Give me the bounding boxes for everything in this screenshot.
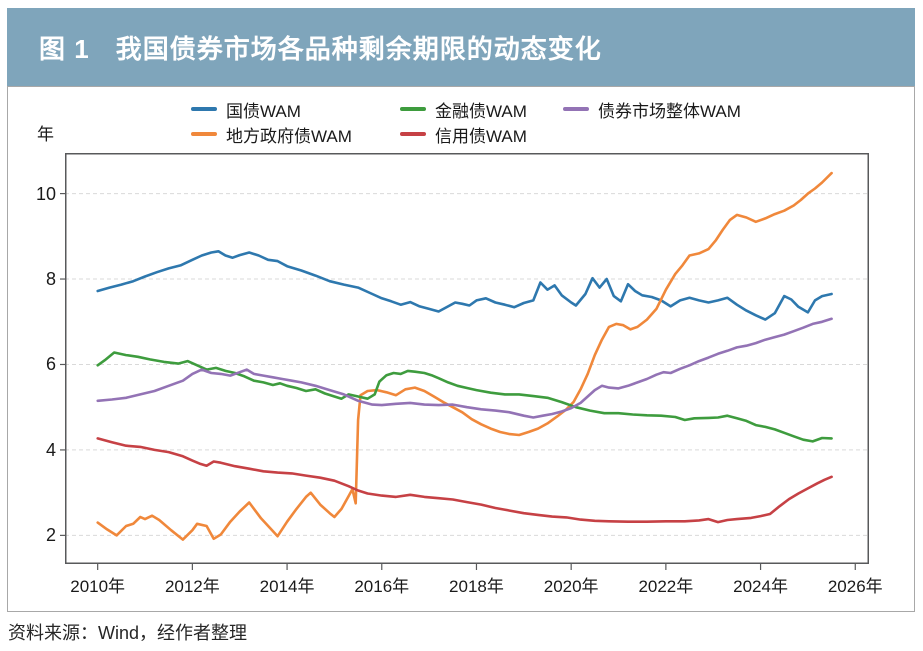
- legend-label: 债券市场整体WAM: [598, 101, 741, 121]
- legend-swatch-icon: [563, 107, 589, 111]
- legend-column-2: 金融债WAM 信用债WAM: [400, 98, 563, 146]
- y-tick-label-4: 4: [45, 439, 56, 460]
- x-tick-label-2024: 2024年: [733, 577, 788, 596]
- legend-column-1: 国债WAM 地方政府债WAM: [191, 98, 400, 146]
- figure-title-bar: 图 1 我国债券市场各品种剩余期限的动态变化: [7, 8, 915, 86]
- chart-panel: 国债WAM 地方政府债WAM 金融债WAM 信用债WAM 债券市场整体WAM 年 2 4 6…: [7, 86, 915, 612]
- x-tick-label-2014: 2014年: [259, 577, 315, 596]
- x-tick-label-2026: 2026年: [827, 577, 883, 596]
- figure-title: 我国债券市场各品种剩余期限的动态变化: [115, 33, 602, 64]
- figure-number-label: 图 1: [39, 33, 90, 64]
- x-tick-label-2020: 2020年: [543, 577, 599, 596]
- plot-area: 2 4 6 8 10 2010年 2012年 2014年 2016年 2018年 2020年 2022…: [8, 87, 914, 611]
- legend-item-金融债WAM: 金融债WAM: [400, 98, 563, 121]
- legend-label: 信用债WAM: [435, 126, 527, 146]
- legend-item-信用债WAM: 信用债WAM: [400, 123, 563, 146]
- legend-item-债券市场整体WAM: 债券市场整体WAM: [563, 98, 741, 121]
- legend-swatch-icon: [400, 132, 426, 136]
- legend-item-国债WAM: 国债WAM: [191, 98, 400, 121]
- legend-column-3: 债券市场整体WAM: [563, 98, 741, 145]
- legend-swatch-icon: [191, 132, 217, 136]
- series-line-1: [96, 171, 833, 541]
- legend-swatch-icon: [400, 107, 426, 111]
- chart-legend: 国债WAM 地方政府债WAM 金融债WAM 信用债WAM 债券市场整体WAM: [191, 98, 741, 146]
- legend-label: 地方政府债WAM: [226, 126, 352, 146]
- series-line-0: [96, 250, 833, 321]
- x-tick-label-2022: 2022年: [638, 577, 694, 596]
- legend-swatch-icon: [191, 107, 217, 111]
- legend-label: 金融债WAM: [435, 101, 527, 121]
- legend-item-地方政府债WAM: 地方政府债WAM: [191, 123, 400, 146]
- series-line-4: [96, 317, 833, 419]
- x-tick-label-2016: 2016年: [354, 577, 410, 596]
- legend-label: 国债WAM: [226, 101, 301, 121]
- source-note: 资料来源：Wind，经作者整理: [8, 623, 248, 643]
- x-tick-label-2018: 2018年: [449, 577, 504, 596]
- line-chart: [60, 153, 869, 570]
- plot-border: [65, 153, 869, 564]
- y-axis-unit-label: 年: [37, 125, 54, 144]
- y-tick-label-10: 10: [35, 183, 56, 204]
- series-line-3: [96, 437, 833, 524]
- y-tick-label-8: 8: [45, 269, 56, 290]
- series-line-2: [96, 351, 833, 443]
- x-tick-label-2010: 2010年: [70, 577, 126, 596]
- y-tick-label-2: 2: [45, 525, 56, 546]
- y-tick-label-6: 6: [45, 354, 56, 375]
- x-tick-label-2012: 2012年: [164, 577, 220, 596]
